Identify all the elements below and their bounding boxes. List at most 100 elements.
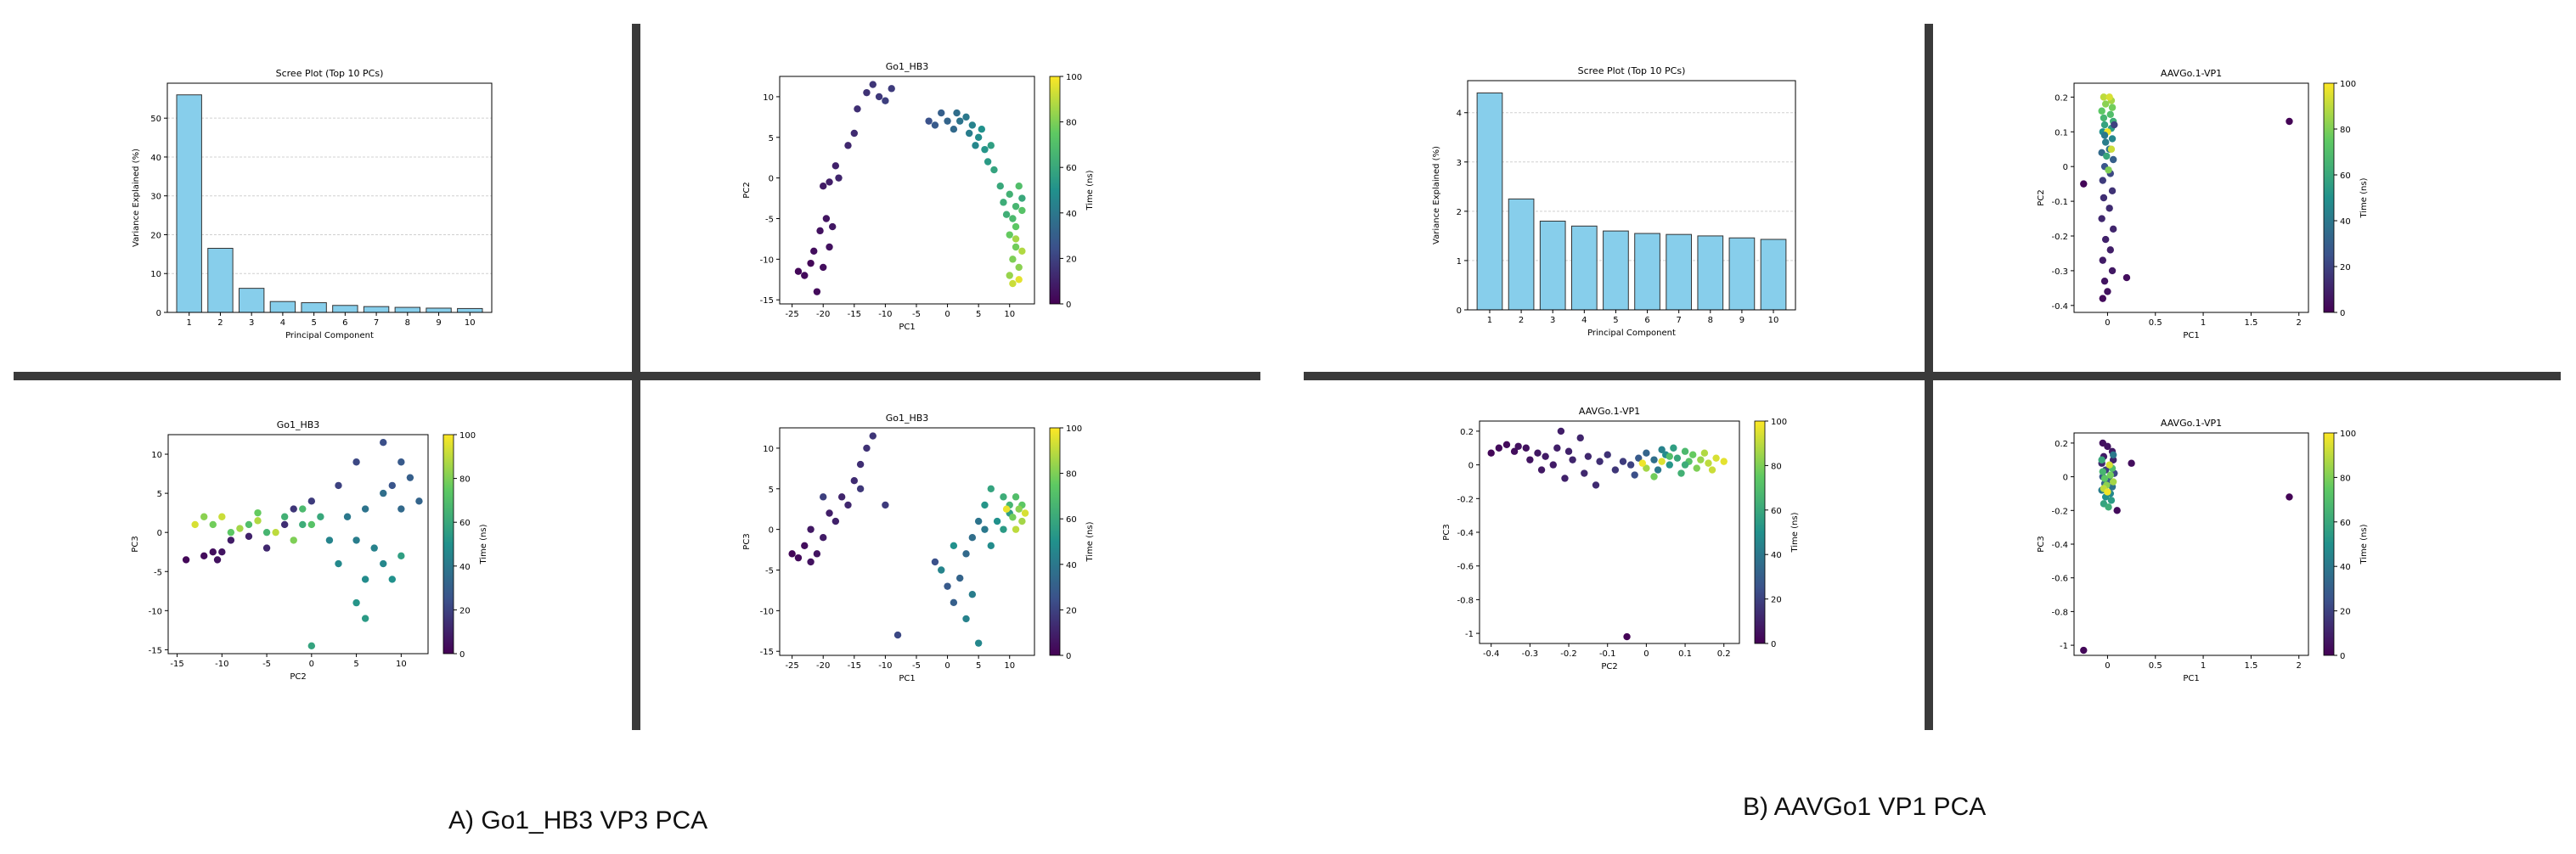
scatter-point: [1638, 459, 1647, 467]
scatter-point: [978, 126, 986, 133]
scatter-point: [981, 525, 989, 533]
tick-label-y: 0.2: [2055, 93, 2068, 103]
scatter-point: [1619, 458, 1627, 465]
scatter-point: [1708, 466, 1716, 474]
tick-label-x: 0: [309, 660, 314, 669]
scatter-point: [931, 121, 939, 129]
scatter-point: [1720, 458, 1728, 465]
y-axis-label: Variance Explained (%): [132, 149, 141, 247]
scatter-point: [1522, 444, 1530, 452]
scatter-point: [1009, 514, 1017, 521]
colorbar-tick-label: 60: [2340, 519, 2351, 528]
scatter-point: [361, 576, 369, 583]
scatter-point: [974, 517, 983, 525]
scatter-point: [2106, 471, 2115, 479]
bar: [1697, 235, 1724, 311]
colorbar-tick-label: 0: [459, 650, 465, 660]
axes-frame: [167, 434, 429, 655]
colorbar-tick-label: 20: [2340, 263, 2351, 272]
scatter-point: [938, 109, 945, 117]
colorbar-label: Time (ns): [1790, 512, 1800, 553]
tick-label-y: 4: [1457, 110, 1462, 119]
tick-label-x: 5: [311, 318, 316, 328]
scatter-point: [856, 460, 865, 469]
colorbar-tick-label: 20: [1066, 606, 1077, 615]
scatter-point: [1012, 525, 1020, 533]
scatter-point: [850, 477, 859, 485]
scatter-point: [844, 501, 852, 509]
colorbar-tick-label: 40: [1066, 210, 1077, 219]
tick-label-x: 1: [2201, 318, 2206, 328]
scatter-point: [1576, 434, 1584, 442]
scatter-point: [993, 517, 1001, 525]
tick-label-x: 6: [1644, 316, 1649, 325]
tick-label-y: 5: [769, 134, 774, 143]
bar: [457, 307, 483, 313]
x-axis-label: Principal Component: [1587, 329, 1676, 338]
tick-label-x: -0.3: [1522, 649, 1539, 659]
scatter-point: [987, 542, 995, 549]
scatter-point: [218, 548, 226, 556]
scatter-point: [981, 501, 989, 509]
colorbar-tick-label: 0: [2340, 652, 2345, 661]
x-axis-label: PC2: [290, 672, 306, 682]
plot-area: [780, 428, 1034, 655]
tick-label-y: 0.1: [2055, 128, 2068, 138]
y-axis-label: Variance Explained (%): [1432, 146, 1441, 244]
scatter-point: [2104, 442, 2111, 451]
y-axis-label: PC2: [2037, 189, 2046, 205]
scatter-point: [1635, 454, 1643, 462]
scatter-point: [1611, 466, 1620, 474]
colorbar-tick-label: 80: [1066, 119, 1077, 128]
scatter-point: [987, 485, 995, 492]
tick-label-y: 2: [1457, 208, 1462, 217]
scatter-point: [1658, 446, 1666, 453]
scatter-point: [1654, 466, 1662, 474]
bar: [1476, 93, 1503, 311]
tick-label-y: 0.2: [2055, 440, 2068, 449]
colorbar-tick-label: 100: [1066, 73, 1082, 82]
scatter-point: [397, 552, 405, 560]
scatter-point: [361, 505, 369, 513]
tick-label-x: -15: [170, 660, 183, 669]
tick-label-x: -0.2: [1560, 649, 1577, 659]
scatter-point: [2108, 135, 2117, 143]
scatter-point: [406, 474, 414, 481]
scatter-point: [388, 576, 396, 583]
tick-label-y: 0: [1457, 306, 1462, 316]
tick-label-x: 0.5: [2149, 318, 2162, 328]
bar: [207, 247, 234, 313]
scatter-point: [820, 183, 827, 190]
scatter-point: [788, 550, 796, 558]
tick-label-x: 4: [1581, 316, 1587, 325]
divider-lines: [14, 24, 2561, 730]
bar: [1539, 220, 1566, 311]
tick-label-x: 3: [1550, 316, 1555, 325]
scatter-point: [1018, 206, 1026, 215]
axes-frame: [1479, 420, 1740, 644]
scatter-point: [850, 129, 859, 138]
scatter-point: [1015, 276, 1023, 284]
scatter-point: [1584, 452, 1592, 460]
scatter-point: [2108, 104, 2117, 111]
scatter-point: [209, 548, 217, 556]
scatter-point: [1666, 461, 1673, 469]
scatter-point: [262, 544, 271, 552]
tick-label-x: -5: [912, 661, 921, 671]
scatter-point: [955, 117, 964, 125]
tick-label-x: 9: [1739, 316, 1745, 325]
scatter-point: [2099, 256, 2106, 264]
scatter-point: [343, 513, 352, 520]
tick-label-y: -10: [149, 607, 162, 616]
scatter-point: [1000, 199, 1007, 206]
scatter-point: [388, 481, 396, 490]
scatter-point: [1006, 231, 1013, 239]
scatter-point: [280, 520, 289, 529]
tick-label-x: 5: [353, 660, 358, 669]
caption-left: A) Go1_HB3 VP3 PCA: [448, 806, 708, 834]
scatter-point: [826, 509, 833, 517]
scatter-point: [1561, 475, 1569, 482]
scatter-point: [2128, 459, 2135, 467]
